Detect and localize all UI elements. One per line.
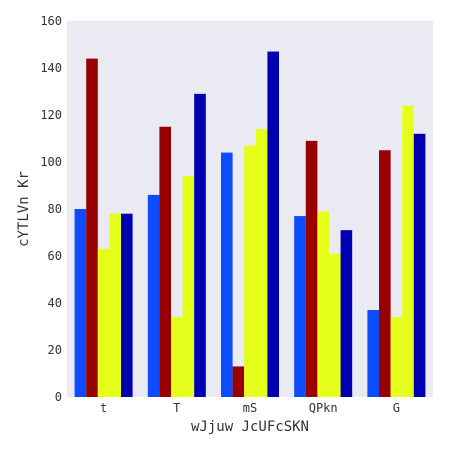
y-tick-label: 100 xyxy=(40,155,62,169)
bars-layer xyxy=(74,51,426,398)
bar-QPkn-series-3 xyxy=(317,211,329,397)
bar-QPkn-series-4 xyxy=(329,253,341,397)
bar-mS-series-2 xyxy=(232,366,245,397)
x-tick-label: G xyxy=(393,401,400,415)
bar-t-series-3 xyxy=(97,248,110,397)
bar-t-series-4 xyxy=(109,213,121,397)
bar-G-series-3 xyxy=(390,317,403,397)
bar-QPkn-series-5 xyxy=(340,230,353,397)
x-tick-label: QPkn xyxy=(309,401,338,415)
y-tick-label: 60 xyxy=(48,249,62,263)
y-tick-label: 120 xyxy=(40,108,62,122)
bar-mS-series-4 xyxy=(255,129,268,397)
bar-T-series-1 xyxy=(147,194,160,397)
y-tick-label: 0 xyxy=(55,390,62,404)
bar-mS-series-1 xyxy=(221,152,233,397)
bar-G-series-2 xyxy=(379,150,391,397)
x-tick-label: mS xyxy=(243,401,257,415)
bar-G-series-5 xyxy=(413,133,426,398)
bar-t-series-2 xyxy=(86,58,98,397)
y-tick-label: 140 xyxy=(40,61,62,75)
bar-t-series-5 xyxy=(121,213,133,397)
bar-G-series-4 xyxy=(402,105,414,397)
bar-T-series-4 xyxy=(182,176,195,397)
bar-mS-series-3 xyxy=(244,145,256,397)
y-tick-label: 80 xyxy=(48,202,62,216)
bar-QPkn-series-1 xyxy=(294,216,306,397)
bar-t-series-1 xyxy=(74,209,87,397)
y-tick-label: 20 xyxy=(48,343,62,357)
x-tick-label: T xyxy=(173,401,180,415)
y-axis-label: cYTLVn Kr xyxy=(16,171,32,247)
x-tick-label: t xyxy=(100,401,107,415)
x-axis-label: wJjuw JcUFcSKN xyxy=(191,419,309,435)
y-tick-label: 160 xyxy=(40,14,62,28)
bar-T-series-2 xyxy=(159,126,171,397)
y-tick-label: 40 xyxy=(48,296,62,310)
bar-mS-series-5 xyxy=(267,51,279,398)
bar-QPkn-series-2 xyxy=(305,140,318,397)
bar-G-series-1 xyxy=(367,310,379,397)
bar-T-series-5 xyxy=(194,93,206,397)
y-axis-ticks: 0 20 40 60 80 100 120 140 160 xyxy=(40,14,62,404)
bar-T-series-3 xyxy=(171,317,183,397)
